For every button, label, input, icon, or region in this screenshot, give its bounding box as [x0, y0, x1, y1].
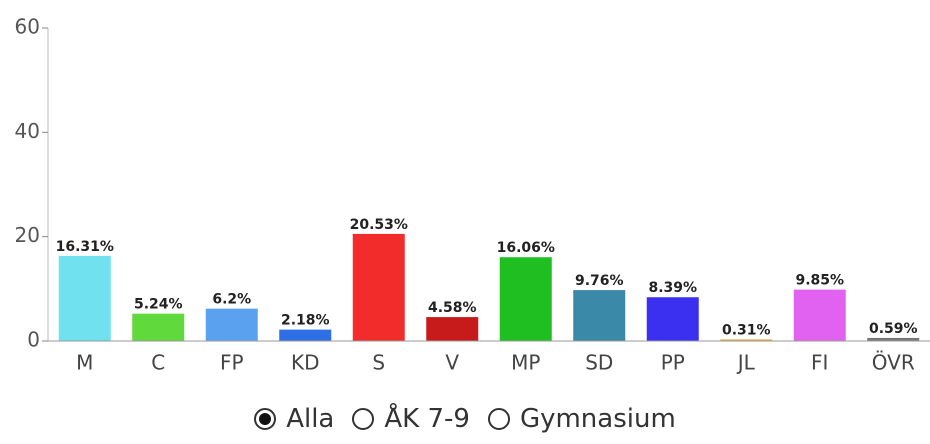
value-label: 6.2%: [212, 292, 251, 308]
filter-options: Alla ÅK 7-9 Gymnasium: [0, 404, 930, 434]
x-tick-label: FI: [811, 351, 828, 375]
y-tick-label: 20: [15, 223, 40, 247]
y-tick-label: 60: [15, 15, 40, 39]
value-label: 8.39%: [648, 280, 697, 296]
radio-option[interactable]: Gymnasium: [487, 404, 676, 434]
x-tick-label: SD: [585, 351, 613, 375]
radio-label[interactable]: ÅK 7-9: [384, 404, 470, 434]
bar: [793, 289, 846, 341]
radio-option[interactable]: ÅK 7-9: [352, 404, 470, 434]
value-label: 2.18%: [281, 313, 330, 329]
x-tick-label: FP: [220, 351, 244, 375]
bar: [720, 339, 773, 341]
chart: 0 20 40 60 16.31% M 5.24% C 6.2% FP 2.18% KD 20.53% S…: [15, 15, 930, 375]
bar: [352, 233, 405, 341]
value-label: 0.59%: [869, 321, 918, 337]
x-tick-label: PP: [661, 351, 685, 375]
x-tick-label: ÖVR: [872, 351, 915, 375]
value-label: 0.31%: [722, 322, 771, 338]
bar: [132, 313, 185, 341]
value-label: 9.76%: [575, 273, 624, 289]
bar: [573, 290, 626, 341]
bar: [58, 255, 111, 341]
x-tick-label: S: [372, 351, 385, 375]
x-tick-label: V: [445, 351, 459, 375]
radio-button[interactable]: [254, 408, 277, 430]
x-tick-label: JL: [736, 351, 756, 375]
x-tick-label: KD: [291, 351, 320, 375]
bar: [205, 308, 258, 341]
bar: [646, 297, 699, 341]
radio-label[interactable]: Alla: [286, 404, 335, 434]
y-tick-label: 0: [27, 328, 40, 352]
x-tick-label: C: [151, 351, 165, 375]
value-label: 9.85%: [795, 273, 844, 289]
bar: [426, 317, 479, 341]
value-label: 5.24%: [134, 297, 183, 313]
value-label: 20.53%: [350, 217, 408, 233]
y-tick-label: 40: [15, 119, 40, 143]
x-tick-label: M: [76, 351, 93, 375]
bar: [279, 329, 332, 341]
value-label: 4.58%: [428, 300, 477, 316]
x-tick-label: MP: [511, 351, 540, 375]
bar: [499, 257, 552, 341]
radio-button[interactable]: [352, 408, 375, 430]
radio-label[interactable]: Gymnasium: [519, 404, 676, 434]
value-label: 16.31%: [56, 239, 114, 255]
radio-option[interactable]: Alla: [254, 404, 334, 434]
radio-button[interactable]: [487, 408, 510, 430]
value-label: 16.06%: [497, 240, 555, 256]
bar: [867, 337, 920, 341]
